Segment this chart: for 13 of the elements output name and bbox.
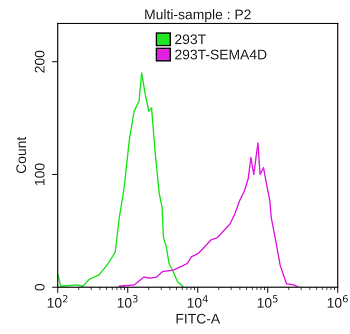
x-tick-label: 10$^{6}$	[328, 295, 348, 308]
legend-label: 293T-SEMA4D	[175, 50, 266, 60]
x-tick-label: 10$^{5}$	[258, 295, 278, 308]
y-axis-title: Count	[16, 136, 26, 174]
y-tick-label: 200	[34, 50, 45, 73]
x-axis-title: FITC-A	[176, 314, 220, 324]
legend-label: 293T	[175, 34, 206, 44]
x-tick-label: 10$^{4}$	[188, 295, 208, 308]
chart-title: Multi-sample : P2	[145, 9, 251, 22]
y-tick-label: 100	[34, 163, 45, 186]
x-tick-label: 10$^{3}$	[118, 295, 138, 308]
x-tick-label: 10$^{2}$	[48, 295, 68, 308]
y-tick-label: 0	[34, 284, 45, 291]
